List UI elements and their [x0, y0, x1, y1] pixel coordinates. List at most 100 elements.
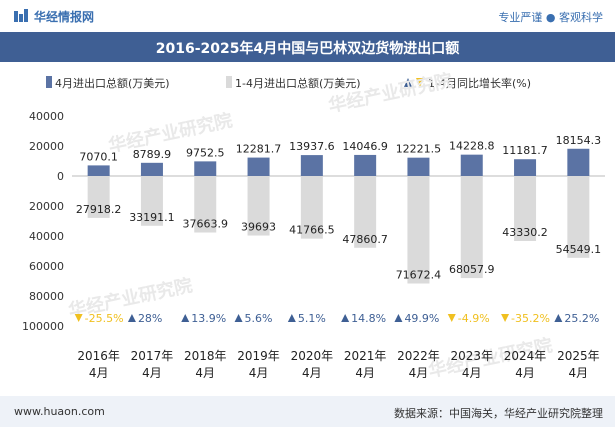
data-label-ytd: 41766.5 [289, 224, 335, 237]
bar-ytd [300, 176, 323, 239]
x-tick-label-month: 4月 [302, 366, 322, 380]
x-tick-label-month: 4月 [515, 366, 535, 380]
top-bar: 华经情报网 专业严谨 ● 客观科学 [0, 0, 615, 32]
legend-swatch-0 [46, 76, 52, 88]
growth-down-icon [501, 314, 510, 322]
x-tick-label-month: 4月 [89, 366, 109, 380]
bar-month [300, 155, 323, 176]
growth-label: 49.9% [404, 312, 439, 325]
data-label-month: 12281.7 [236, 143, 282, 156]
y-tick-label: 40000 [29, 230, 64, 243]
legend: 4月进出口总额(万美元) 1-4月进出口总额(万美元) 1-4月同比增长率(%) [46, 76, 531, 90]
bar-ytd [514, 176, 537, 241]
growth-up-icon [341, 314, 350, 322]
y-tick-label: 20000 [29, 140, 64, 153]
x-axis: 2016年 4月 2017年 4月 2018年 4月 2019年 4月 2020年 4月 2021年… [77, 349, 599, 380]
growth-up-icon [287, 314, 296, 322]
footer: www.huaon.com 数据来源：中国海关，华经产业研究院整理 [0, 396, 615, 427]
x-tick-label-month: 4月 [569, 366, 589, 380]
bar-ytd [460, 176, 483, 279]
legend-label-2: 1-4月同比增长率(%) [428, 76, 531, 90]
growth-up-icon [554, 314, 563, 322]
y-tick-label: 40000 [29, 110, 64, 123]
growth-up-icon [394, 314, 403, 322]
bar-month [460, 154, 483, 176]
chart: 4月进出口总额(万美元) 1-4月进出口总额(万美元) 1-4月同比增长率(%) 华… [22, 69, 605, 382]
data-label-month: 7070.1 [79, 150, 118, 163]
chart-title: 2016-2025年4月中国与巴林双边货物进出口额 [155, 41, 460, 57]
data-label-ytd: 71672.4 [396, 269, 442, 282]
x-tick-label-year: 2016年 [77, 349, 120, 363]
bar-ytd [247, 176, 270, 236]
x-tick-label-month: 4月 [249, 366, 269, 380]
legend-label-0: 4月进出口总额(万美元) [55, 76, 170, 90]
data-label-ytd: 33191.1 [129, 211, 175, 224]
y-tick-label: 100000 [22, 320, 64, 333]
data-label-month: 12221.5 [396, 143, 442, 156]
x-tick-label-year: 2024年 [504, 349, 547, 363]
y-axis: 40000 20000 0 20000 40000 60000 80000 100000 [22, 110, 605, 333]
bar-ytd [194, 176, 217, 233]
x-tick-label-month: 4月 [409, 366, 429, 380]
bar-month [87, 165, 110, 176]
x-tick-label-year: 2019年 [237, 349, 280, 363]
legend-swatch-1 [226, 76, 232, 88]
x-tick-label-year: 2023年 [450, 349, 493, 363]
data-label-month: 14228.8 [449, 140, 495, 153]
data-label-ytd: 47860.7 [342, 233, 388, 246]
bar-month [247, 157, 270, 176]
x-tick-label-year: 2020年 [291, 349, 334, 363]
x-tick-label-year: 2025年 [557, 349, 600, 363]
x-tick-label-year: 2017年 [131, 349, 174, 363]
data-labels: 7070.1 27918.2 8789.9 33191.1 9752.5 37663.9 1… [76, 134, 601, 282]
x-tick-label-year: 2022年 [397, 349, 440, 363]
data-label-ytd: 68057.9 [449, 263, 495, 276]
y-tick-label: 80000 [29, 290, 64, 303]
x-tick-label-month: 4月 [195, 366, 215, 380]
bar-ytd [140, 176, 163, 226]
x-tick-label-month: 4月 [142, 366, 162, 380]
x-tick-label-month: 4月 [462, 366, 482, 380]
bar-ytd [567, 176, 590, 258]
y-tick-label: 0 [57, 170, 64, 183]
tagline: 专业严谨 ● 客观科学 [498, 11, 603, 24]
growth-label: -4.9% [458, 312, 490, 325]
growth-label: 28% [138, 312, 162, 325]
title-band: 2016-2025年4月中国与巴林双边货物进出口额 [0, 32, 615, 62]
growth-label: -25.5% [85, 312, 124, 325]
data-label-month: 13937.6 [289, 140, 335, 153]
brand-name: 华经情报网 [34, 10, 95, 24]
data-label-month: 9752.5 [186, 146, 225, 159]
growth-label: 5.1% [298, 312, 326, 325]
data-source: 数据来源：中国海关，华经产业研究院整理 [394, 407, 603, 420]
legend-label-1: 1-4月进出口总额(万美元) [235, 76, 361, 90]
bar-month [140, 162, 163, 176]
site-url: www.huaon.com [14, 405, 105, 418]
growth-label: 5.6% [245, 312, 273, 325]
growth-label: -35.2% [511, 312, 550, 325]
legend-triangle-down-icon [416, 78, 424, 87]
bar-ytd [407, 176, 430, 284]
x-tick-label-month: 4月 [355, 366, 375, 380]
bar-month [194, 161, 217, 176]
data-label-ytd: 27918.2 [76, 203, 122, 216]
growth-up-icon [181, 314, 190, 322]
growth-up-icon [127, 314, 136, 322]
bars [87, 148, 590, 284]
growth-label: 13.9% [191, 312, 226, 325]
growth-markers: -25.5% 28% 13.9% 5.6% 5.1% 14.8% 49.9% -4.9% -35… [74, 312, 599, 325]
legend-triangle-up-icon [404, 78, 412, 87]
data-label-month: 14046.9 [342, 140, 388, 153]
data-label-month: 18154.3 [556, 134, 602, 147]
bar-month [567, 148, 590, 176]
bar-ytd [87, 176, 110, 218]
brand-logo-icon [14, 9, 28, 22]
data-label-month: 8789.9 [133, 148, 172, 161]
bar-month [407, 157, 430, 176]
y-tick-label: 20000 [29, 200, 64, 213]
growth-up-icon [234, 314, 243, 322]
data-label-month: 11181.7 [502, 144, 548, 157]
x-tick-label-year: 2021年 [344, 349, 387, 363]
data-label-ytd: 54549.1 [556, 243, 602, 256]
bar-ytd [354, 176, 377, 248]
